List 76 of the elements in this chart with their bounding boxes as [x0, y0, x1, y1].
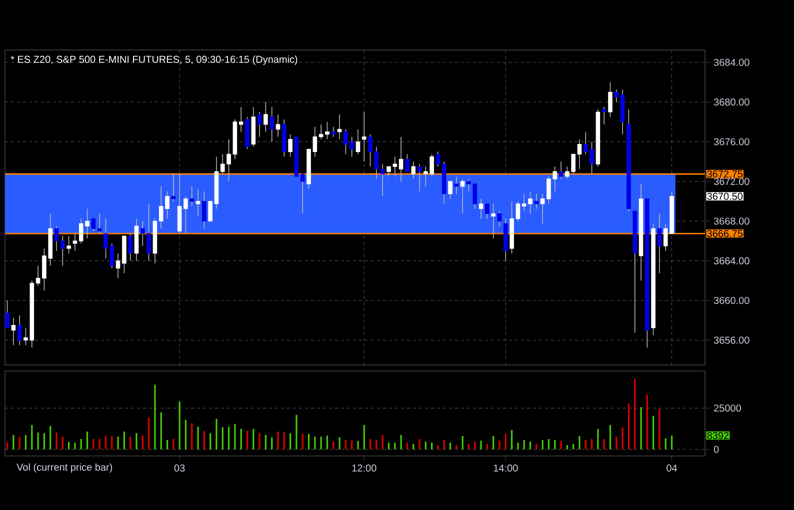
- candlestick: [540, 193, 545, 224]
- x-tick-label: 12:00: [352, 464, 376, 472]
- candlestick: [374, 146, 379, 180]
- candlestick: [602, 106, 606, 125]
- candlestick: [405, 154, 410, 172]
- candlestick: [608, 82, 612, 118]
- candlestick: [362, 112, 366, 162]
- text: 8392: [707, 432, 729, 440]
- candlestick: [380, 164, 385, 197]
- candlestick: [288, 134, 292, 158]
- candlestick: [54, 226, 59, 252]
- x-tick-label: 03: [174, 464, 185, 472]
- candlestick: [257, 112, 262, 138]
- candlestick: [577, 138, 582, 170]
- candlestick: [60, 236, 65, 266]
- candlestick: [614, 89, 619, 102]
- candlestick: [331, 126, 336, 138]
- candlestick: [485, 203, 490, 220]
- candlestick: [454, 176, 459, 194]
- candlestick: [116, 252, 120, 279]
- text: * ES Z20, S&P 500 E-MINI FUTURES, 5, 09:30-16:15 (Dynamic): [10, 56, 298, 65]
- text: 3670.50: [707, 192, 743, 200]
- candlestick: [497, 210, 502, 226]
- candlestick: [171, 174, 176, 202]
- candlestick: [325, 122, 330, 140]
- candlestick: [337, 114, 342, 140]
- candlestick: [66, 236, 71, 254]
- candlestick: [270, 106, 274, 142]
- candlestick: [5, 300, 10, 328]
- y-tick-label: 3676.00: [714, 138, 750, 146]
- candlestick: [312, 126, 318, 158]
- y-tick-label: 3684.00: [714, 58, 750, 66]
- candlestick: [448, 181, 452, 200]
- candlestick: [534, 193, 539, 210]
- candlestick: [36, 265, 40, 286]
- candlestick: [202, 190, 206, 229]
- x-tick-label: 04: [666, 464, 678, 472]
- candlestick: [72, 233, 78, 252]
- y-tick-label: 3660.00: [714, 296, 750, 304]
- candlestick: [264, 102, 268, 132]
- candlestick: [558, 161, 564, 180]
- candlestick: [11, 317, 16, 346]
- candlestick: [411, 161, 416, 180]
- y-tick-label: 25000: [714, 404, 741, 412]
- candlestick: [516, 200, 520, 222]
- y-tick-label: 3656.00: [714, 336, 750, 344]
- candlestick: [208, 200, 212, 222]
- candlestick: [460, 178, 465, 214]
- y-tick-label: 3672.00: [714, 178, 750, 185]
- text: Vol (current price bar): [16, 463, 112, 473]
- candlestick: [368, 134, 372, 167]
- candlestick: [478, 198, 484, 220]
- candlestick: [128, 233, 132, 262]
- candlestick: [91, 218, 96, 232]
- candlestick: [196, 188, 200, 217]
- ref-line-label: 3666.75: [707, 230, 743, 238]
- candlestick: [417, 164, 422, 192]
- y-tick-label: 3668.00: [714, 218, 750, 225]
- candlestick: [356, 128, 360, 155]
- candlestick: [184, 196, 188, 234]
- ref-line-label: 3672.75: [707, 170, 743, 178]
- candlestick: [318, 124, 324, 140]
- candlestick: [238, 106, 244, 132]
- candlestick: [276, 114, 280, 138]
- y-tick-label: 3664.00: [714, 257, 750, 264]
- y-tick-label: 0: [714, 446, 719, 453]
- candlestick: [436, 151, 440, 167]
- x-tick-label: 14:00: [494, 464, 518, 472]
- candlestick: [300, 174, 305, 214]
- candlestick: [491, 203, 496, 239]
- candlestick: [190, 186, 194, 207]
- candlestick: [17, 314, 22, 346]
- candlestick: [97, 213, 102, 234]
- candlestick: [398, 136, 404, 182]
- y-tick-label: 3680.00: [714, 98, 750, 106]
- candlestick: [657, 213, 662, 274]
